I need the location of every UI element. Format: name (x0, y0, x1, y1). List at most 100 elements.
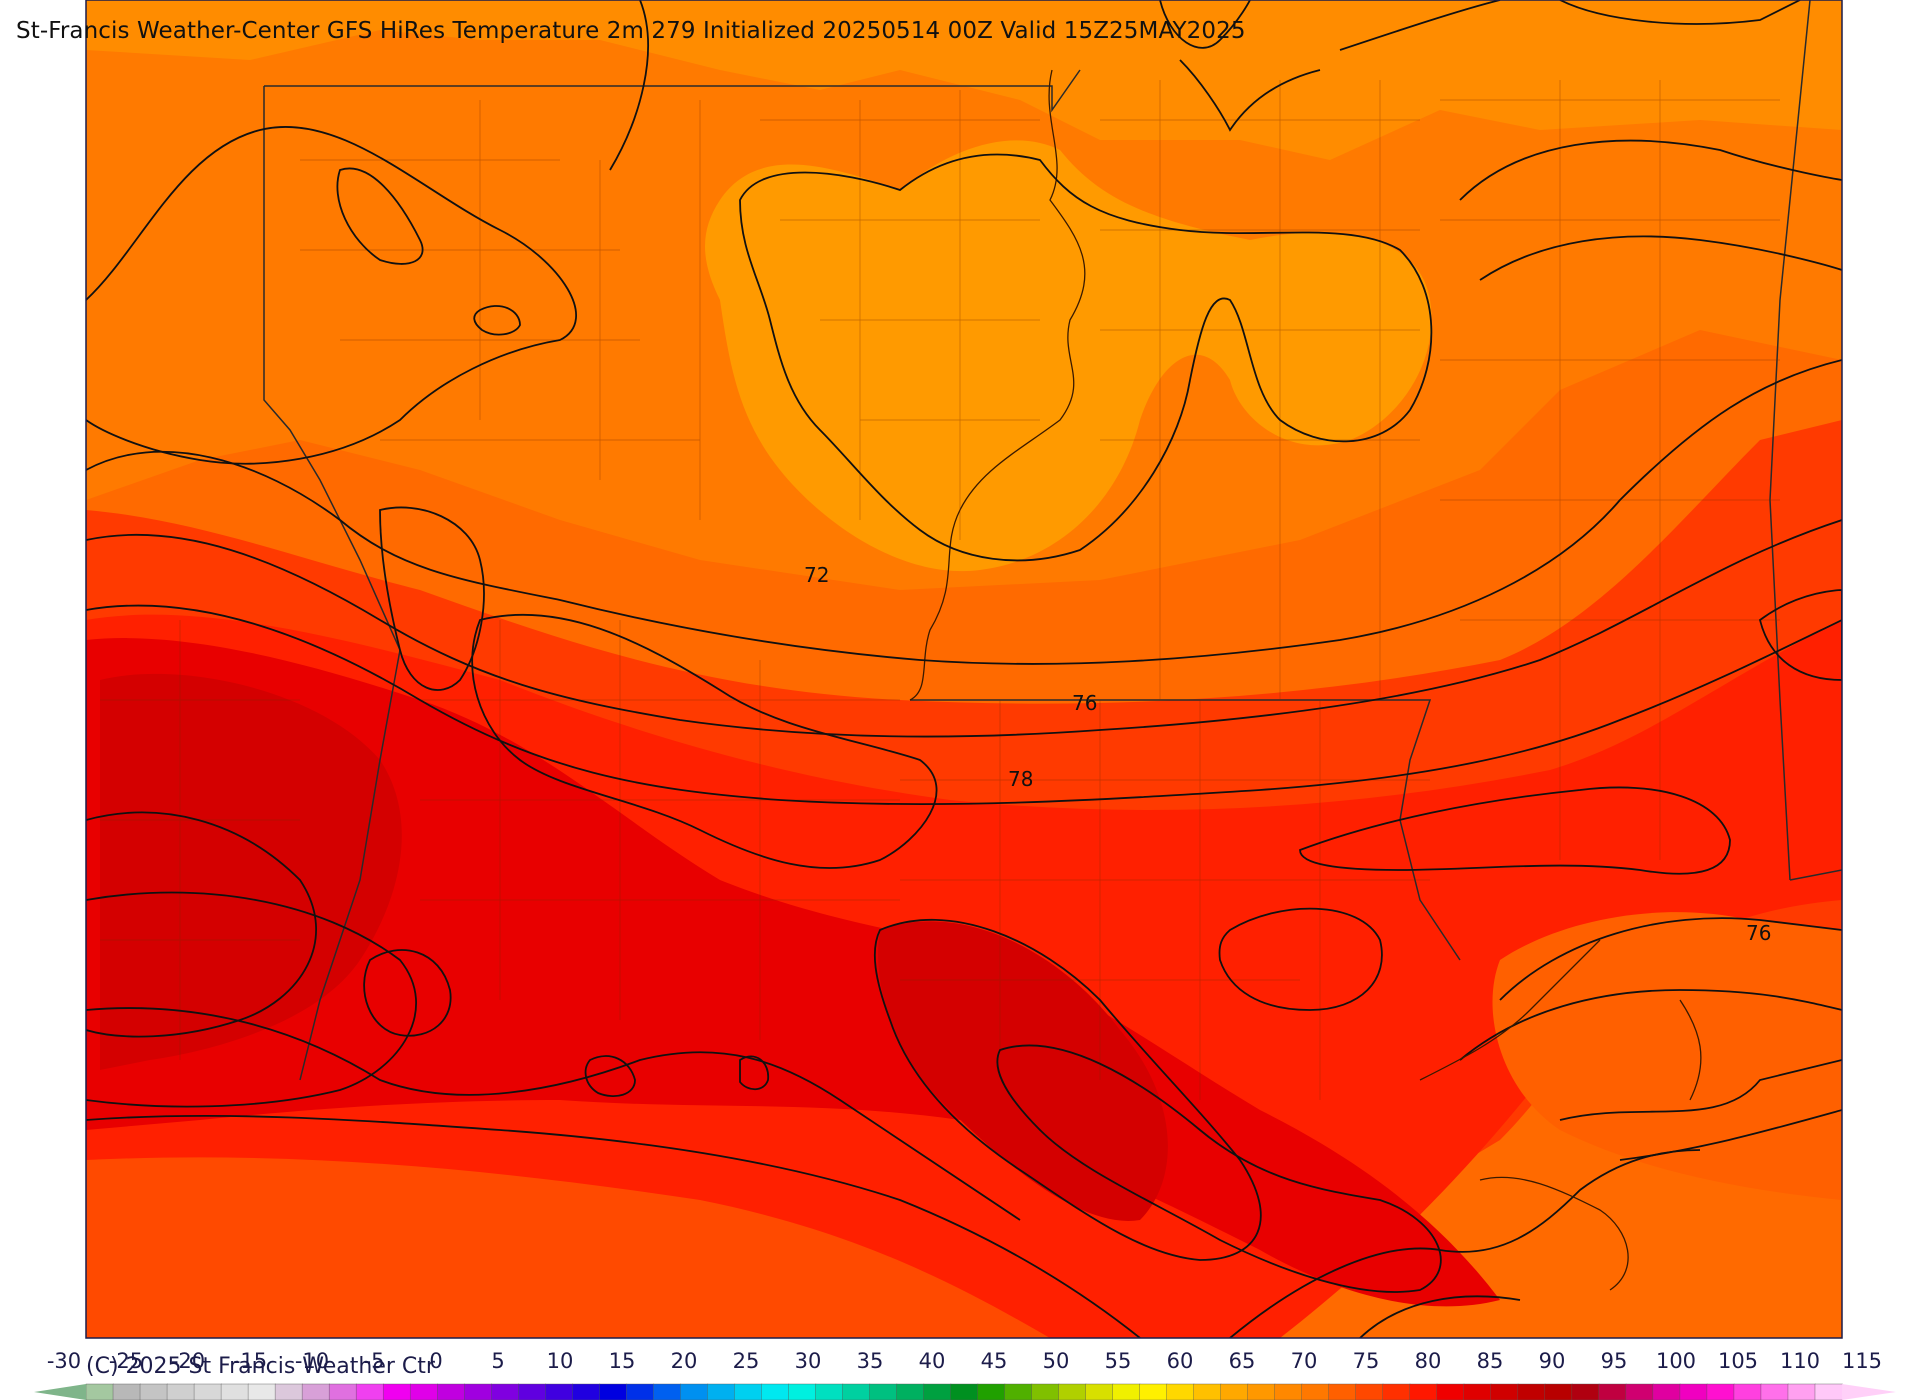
temp-band-70 (86, 0, 1842, 160)
colorbar-tick-labels: -30 -25 -20 -15 -10 -5 0 5 10 15 20 25 30 35 40 45 50 55 6… (47, 1349, 1882, 1373)
colorbar-tick-label: -5 (364, 1349, 385, 1373)
colorbar-swatch (950, 1383, 979, 1400)
colorbar-swatch (599, 1383, 628, 1400)
state-border (1789, 869, 1842, 881)
colorbar-tick-label: 95 (1601, 1349, 1628, 1373)
colorbar-tick-label: -30 (47, 1349, 81, 1373)
colorbar-swatch (382, 1383, 411, 1400)
colorbar-tick-label: 90 (1539, 1349, 1566, 1373)
contour-label-72: 72 (804, 563, 829, 587)
state-border (263, 86, 401, 1081)
colorbar-swatch (1220, 1383, 1249, 1400)
colorbar-tick-label: 25 (733, 1349, 760, 1373)
colorbar-swatch (464, 1383, 493, 1400)
colorbar-swatch (1112, 1383, 1141, 1400)
colorbar-swatch (1004, 1383, 1033, 1400)
colorbar-swatch (1274, 1383, 1303, 1400)
colorbar-swatch (274, 1383, 303, 1400)
colorbar-tick-label: 75 (1353, 1349, 1380, 1373)
colorbar-swatch (220, 1383, 249, 1400)
colorbar-swatch (1301, 1383, 1330, 1400)
state-border (910, 699, 1461, 961)
colorbar-tick-label: 105 (1718, 1349, 1758, 1373)
colorbar-tick-label: 100 (1656, 1349, 1696, 1373)
colorbar-tick-label: 10 (547, 1349, 574, 1373)
colorbar-right-arrow (1842, 1384, 1896, 1400)
map-title: St-Francis Weather-Center GFS HiRes Temp… (16, 18, 1246, 44)
colorbar-left-arrow (34, 1384, 86, 1400)
temp-band-east (1492, 912, 1842, 1200)
colorbar-swatch (1193, 1383, 1222, 1400)
colorbar-swatch (572, 1383, 601, 1400)
colorbar-swatch (1166, 1383, 1195, 1400)
colorbar-tick-label: 80 (1415, 1349, 1442, 1373)
state-border (1769, 0, 1811, 881)
colorbar-swatch (1760, 1383, 1789, 1400)
colorbar-swatch (112, 1383, 141, 1400)
colorbar-swatch (1058, 1383, 1087, 1400)
isotherm-contours (86, 0, 1842, 1338)
colorbar-swatch (815, 1383, 844, 1400)
colorbar-swatch (1382, 1383, 1411, 1400)
contour-label-76-east: 76 (1746, 921, 1771, 945)
contour-label-76: 76 (1072, 691, 1097, 715)
colorbar-swatch (1463, 1383, 1492, 1400)
colorbar-swatch (545, 1383, 574, 1400)
colorbar-swatch (707, 1383, 736, 1400)
temp-band-72 (705, 140, 1432, 572)
colorbar-swatch (653, 1383, 682, 1400)
colorbar-swatch (409, 1383, 438, 1400)
colorbar-swatch (1409, 1383, 1438, 1400)
colorbar-tick-label: 85 (1477, 1349, 1504, 1373)
colorbar-swatch (680, 1383, 709, 1400)
colorbar-swatch (355, 1383, 384, 1400)
colorbar-swatch (85, 1383, 114, 1400)
colorbar-tick-label: 20 (671, 1349, 698, 1373)
colorbar-swatch (1085, 1383, 1114, 1400)
colorbar-swatch (1598, 1383, 1627, 1400)
colorbar-swatch (491, 1383, 520, 1400)
colorbar-swatch (896, 1383, 925, 1400)
colorbar-swatch (1490, 1383, 1519, 1400)
colorbar-tick-label: 65 (1229, 1349, 1256, 1373)
map-frame (85, 0, 1843, 1339)
colorbar-swatch (1247, 1383, 1276, 1400)
colorbar-tick-label: 0 (429, 1349, 442, 1373)
colorbar-swatch (328, 1383, 357, 1400)
colorbar-tick-label: 110 (1780, 1349, 1820, 1373)
colorbar-swatch (301, 1383, 330, 1400)
temp-band-gulf (86, 1157, 1050, 1338)
temp-band-86b (878, 921, 1168, 1221)
colorbar-swatch (1625, 1383, 1654, 1400)
colorbar-swatches (85, 1383, 1843, 1400)
colorbar-tick-label: -20 (171, 1349, 205, 1373)
colorbar-swatch (869, 1383, 898, 1400)
colorbar-tick-label: 55 (1105, 1349, 1132, 1373)
temperature-colorbar: -30 -25 -20 -15 -10 -5 0 5 10 15 20 25 30 35 40 45 50 55 6… (34, 1349, 1896, 1400)
colorbar-swatch (166, 1383, 195, 1400)
colorbar-tick-label: 50 (1043, 1349, 1070, 1373)
state-border (264, 69, 1081, 113)
colorbar-tick-label: -15 (233, 1349, 267, 1373)
colorbar-tick-label: 40 (919, 1349, 946, 1373)
colorbar-swatch (761, 1383, 790, 1400)
colorbar-swatch (1031, 1383, 1060, 1400)
colorbar-swatch (1679, 1383, 1708, 1400)
colorbar-swatch (139, 1383, 168, 1400)
colorbar-swatch (1139, 1383, 1168, 1400)
colorbar-swatch (518, 1383, 547, 1400)
colorbar-swatch (247, 1383, 276, 1400)
copyright-notice: (C) 2025 St Francis Weather Ctr (86, 1354, 435, 1379)
colorbar-tick-label: 70 (1291, 1349, 1318, 1373)
colorbar-tick-label: 15 (609, 1349, 636, 1373)
colorbar-tick-label: 60 (1167, 1349, 1194, 1373)
colorbar-swatch (923, 1383, 952, 1400)
colorbar-swatch (626, 1383, 655, 1400)
coastline (1419, 939, 1702, 1291)
colorbar-tick-label: 115 (1842, 1349, 1882, 1373)
county-lines (100, 80, 1780, 1100)
colorbar-swatch (842, 1383, 871, 1400)
colorbar-swatch (1517, 1383, 1546, 1400)
colorbar-swatch (1733, 1383, 1762, 1400)
colorbar-swatch (1355, 1383, 1384, 1400)
